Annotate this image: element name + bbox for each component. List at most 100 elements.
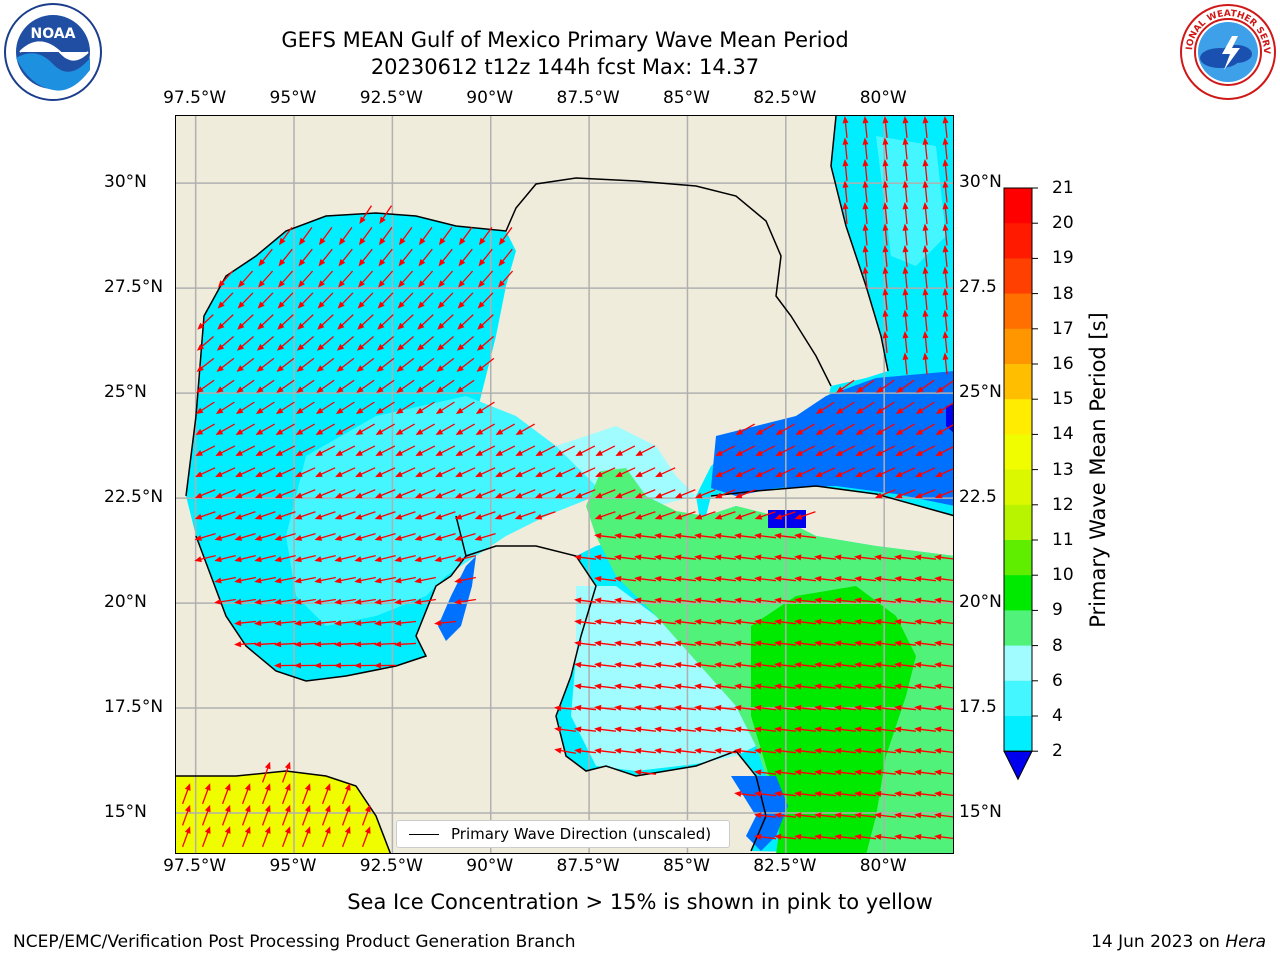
wave-arrow (942, 180, 949, 203)
wave-arrow (882, 137, 889, 160)
wave-arrow (694, 747, 717, 754)
wave-arrow (874, 704, 897, 711)
wave-arrow (874, 833, 897, 840)
wave-arrow (475, 423, 495, 435)
wave-arrow (376, 357, 395, 372)
wave-arrow (794, 812, 817, 819)
wave-arrow (634, 489, 656, 499)
wave-arrow (714, 640, 737, 647)
wave-arrow (942, 331, 949, 354)
wave-arrow (398, 270, 414, 288)
wave-arrow (298, 248, 313, 267)
wave-arrow (902, 116, 909, 139)
wave-arrow (615, 445, 636, 456)
wave-arrow (755, 467, 776, 477)
wave-arrow (902, 288, 909, 311)
wave-arrow (734, 747, 757, 754)
wave-arrow (874, 683, 897, 690)
wave-arrow (834, 769, 857, 776)
wave-arrow (634, 511, 656, 520)
chart-subtitle: 20230612 t12z 144h fcst Max: 14.37 (370, 55, 760, 79)
wave-arrow (795, 467, 816, 477)
wave-arrow (355, 445, 376, 456)
wave-arrow (814, 769, 837, 776)
wave-arrow (574, 618, 597, 625)
wave-arrow (694, 597, 717, 604)
wave-arrow (674, 511, 696, 520)
wave-arrow (754, 726, 777, 733)
wave-arrow (334, 598, 356, 605)
colorbar-tick-label: 4 (1052, 706, 1063, 726)
wave-arrow (334, 554, 356, 563)
wave-arrow (418, 227, 433, 246)
tick-label: 25°N (104, 382, 147, 403)
wave-arrow (922, 159, 929, 182)
wave-arrow (235, 467, 256, 477)
wave-arrow (295, 401, 315, 414)
wave-arrow (922, 245, 929, 268)
wave-arrow (914, 575, 937, 582)
nws-logo: NATIONAL WEATHER SERVICE (1178, 2, 1276, 100)
wave-arrow (257, 292, 274, 309)
wave-arrow (195, 467, 216, 477)
wave-arrow (876, 379, 895, 393)
wave-arrow (734, 597, 757, 604)
wave-arrow (794, 575, 817, 582)
wave-arrow (341, 804, 351, 826)
wave-arrow (814, 640, 837, 647)
wave-arrow (774, 554, 797, 561)
wave-arrow (316, 335, 335, 351)
wave-arrow (914, 640, 937, 647)
wave-arrow (294, 620, 317, 626)
colorbar-title: Primary Wave Mean Period [s] (1086, 312, 1110, 628)
wave-arrow (922, 288, 929, 311)
wave-arrow (754, 683, 777, 690)
wave-arrow (714, 704, 737, 711)
wave-arrow (361, 804, 371, 826)
wave-arrow (834, 704, 857, 711)
wave-arrow (318, 227, 333, 246)
wave-arrow (474, 533, 496, 541)
wave-arrow (574, 661, 597, 668)
wave-arrow (922, 180, 929, 203)
wave-arrow (335, 467, 356, 477)
tick-label: 22.5 (959, 487, 997, 508)
wave-arrow (854, 726, 877, 733)
wave-arrow (734, 661, 757, 668)
wave-arrow (555, 445, 576, 456)
wave-arrow (377, 292, 394, 309)
wave-arrow (275, 445, 296, 456)
wave-arrow (835, 467, 856, 477)
wave-arrow (315, 445, 336, 456)
wave-arrow (416, 379, 435, 393)
wave-arrow (281, 804, 291, 826)
wave-arrow (634, 726, 657, 733)
wave-arrow (635, 467, 656, 477)
wave-arrow (654, 511, 676, 520)
wave-arrow (734, 575, 757, 582)
wave-arrow (356, 335, 375, 351)
wave-arrow (495, 423, 515, 435)
wave-arrow (774, 597, 797, 604)
wave-arrow (942, 352, 949, 375)
wave-arrow (614, 704, 637, 711)
wave-arrow (835, 401, 855, 414)
wave-arrow (594, 747, 617, 754)
wave-arrow (534, 511, 556, 520)
wave-arrow (754, 640, 777, 647)
wave-arrow (474, 489, 496, 499)
wave-arrow (217, 314, 234, 330)
wave-arrow (437, 292, 454, 309)
wave-arrow (874, 769, 897, 776)
wave-arrow (694, 704, 717, 711)
colorbar-segment (1004, 223, 1032, 259)
colorbar-tick-label: 10 (1052, 565, 1074, 586)
wave-arrow (334, 576, 356, 584)
wave-arrow (338, 248, 353, 267)
wave-arrow (634, 683, 657, 690)
wave-arrow (434, 511, 456, 520)
wave-arrow (894, 683, 917, 690)
wave-arrow (535, 445, 556, 456)
wave-arrow (201, 804, 211, 826)
noaa-logo: NOAA (4, 3, 102, 101)
